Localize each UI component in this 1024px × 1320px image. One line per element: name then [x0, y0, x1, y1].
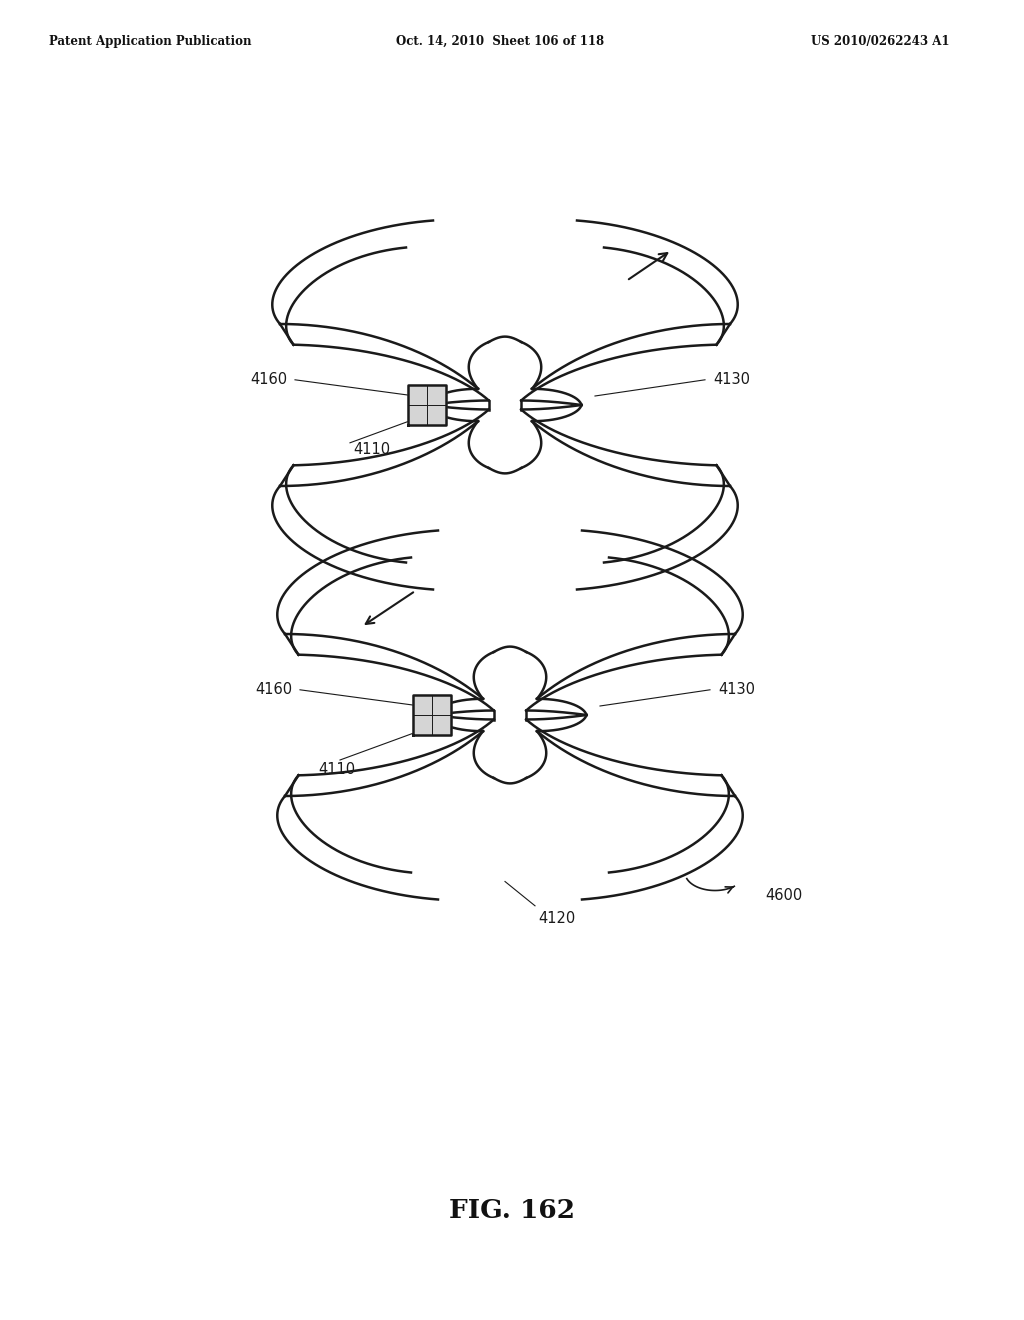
Text: Patent Application Publication: Patent Application Publication [49, 36, 251, 48]
Polygon shape [408, 385, 445, 425]
Text: 4130: 4130 [718, 682, 755, 697]
Text: 4600: 4600 [765, 887, 802, 903]
Text: 4130: 4130 [713, 372, 750, 387]
Text: US 2010/0262243 A1: US 2010/0262243 A1 [811, 36, 949, 48]
Text: 4160: 4160 [255, 682, 292, 697]
Text: 4160: 4160 [250, 372, 287, 387]
Polygon shape [413, 696, 451, 735]
Text: Oct. 14, 2010  Sheet 106 of 118: Oct. 14, 2010 Sheet 106 of 118 [396, 36, 604, 48]
Text: 4110: 4110 [318, 762, 355, 776]
Text: 4110: 4110 [353, 442, 390, 458]
Text: 4120: 4120 [538, 911, 575, 927]
Text: FIG. 162: FIG. 162 [449, 1197, 575, 1222]
